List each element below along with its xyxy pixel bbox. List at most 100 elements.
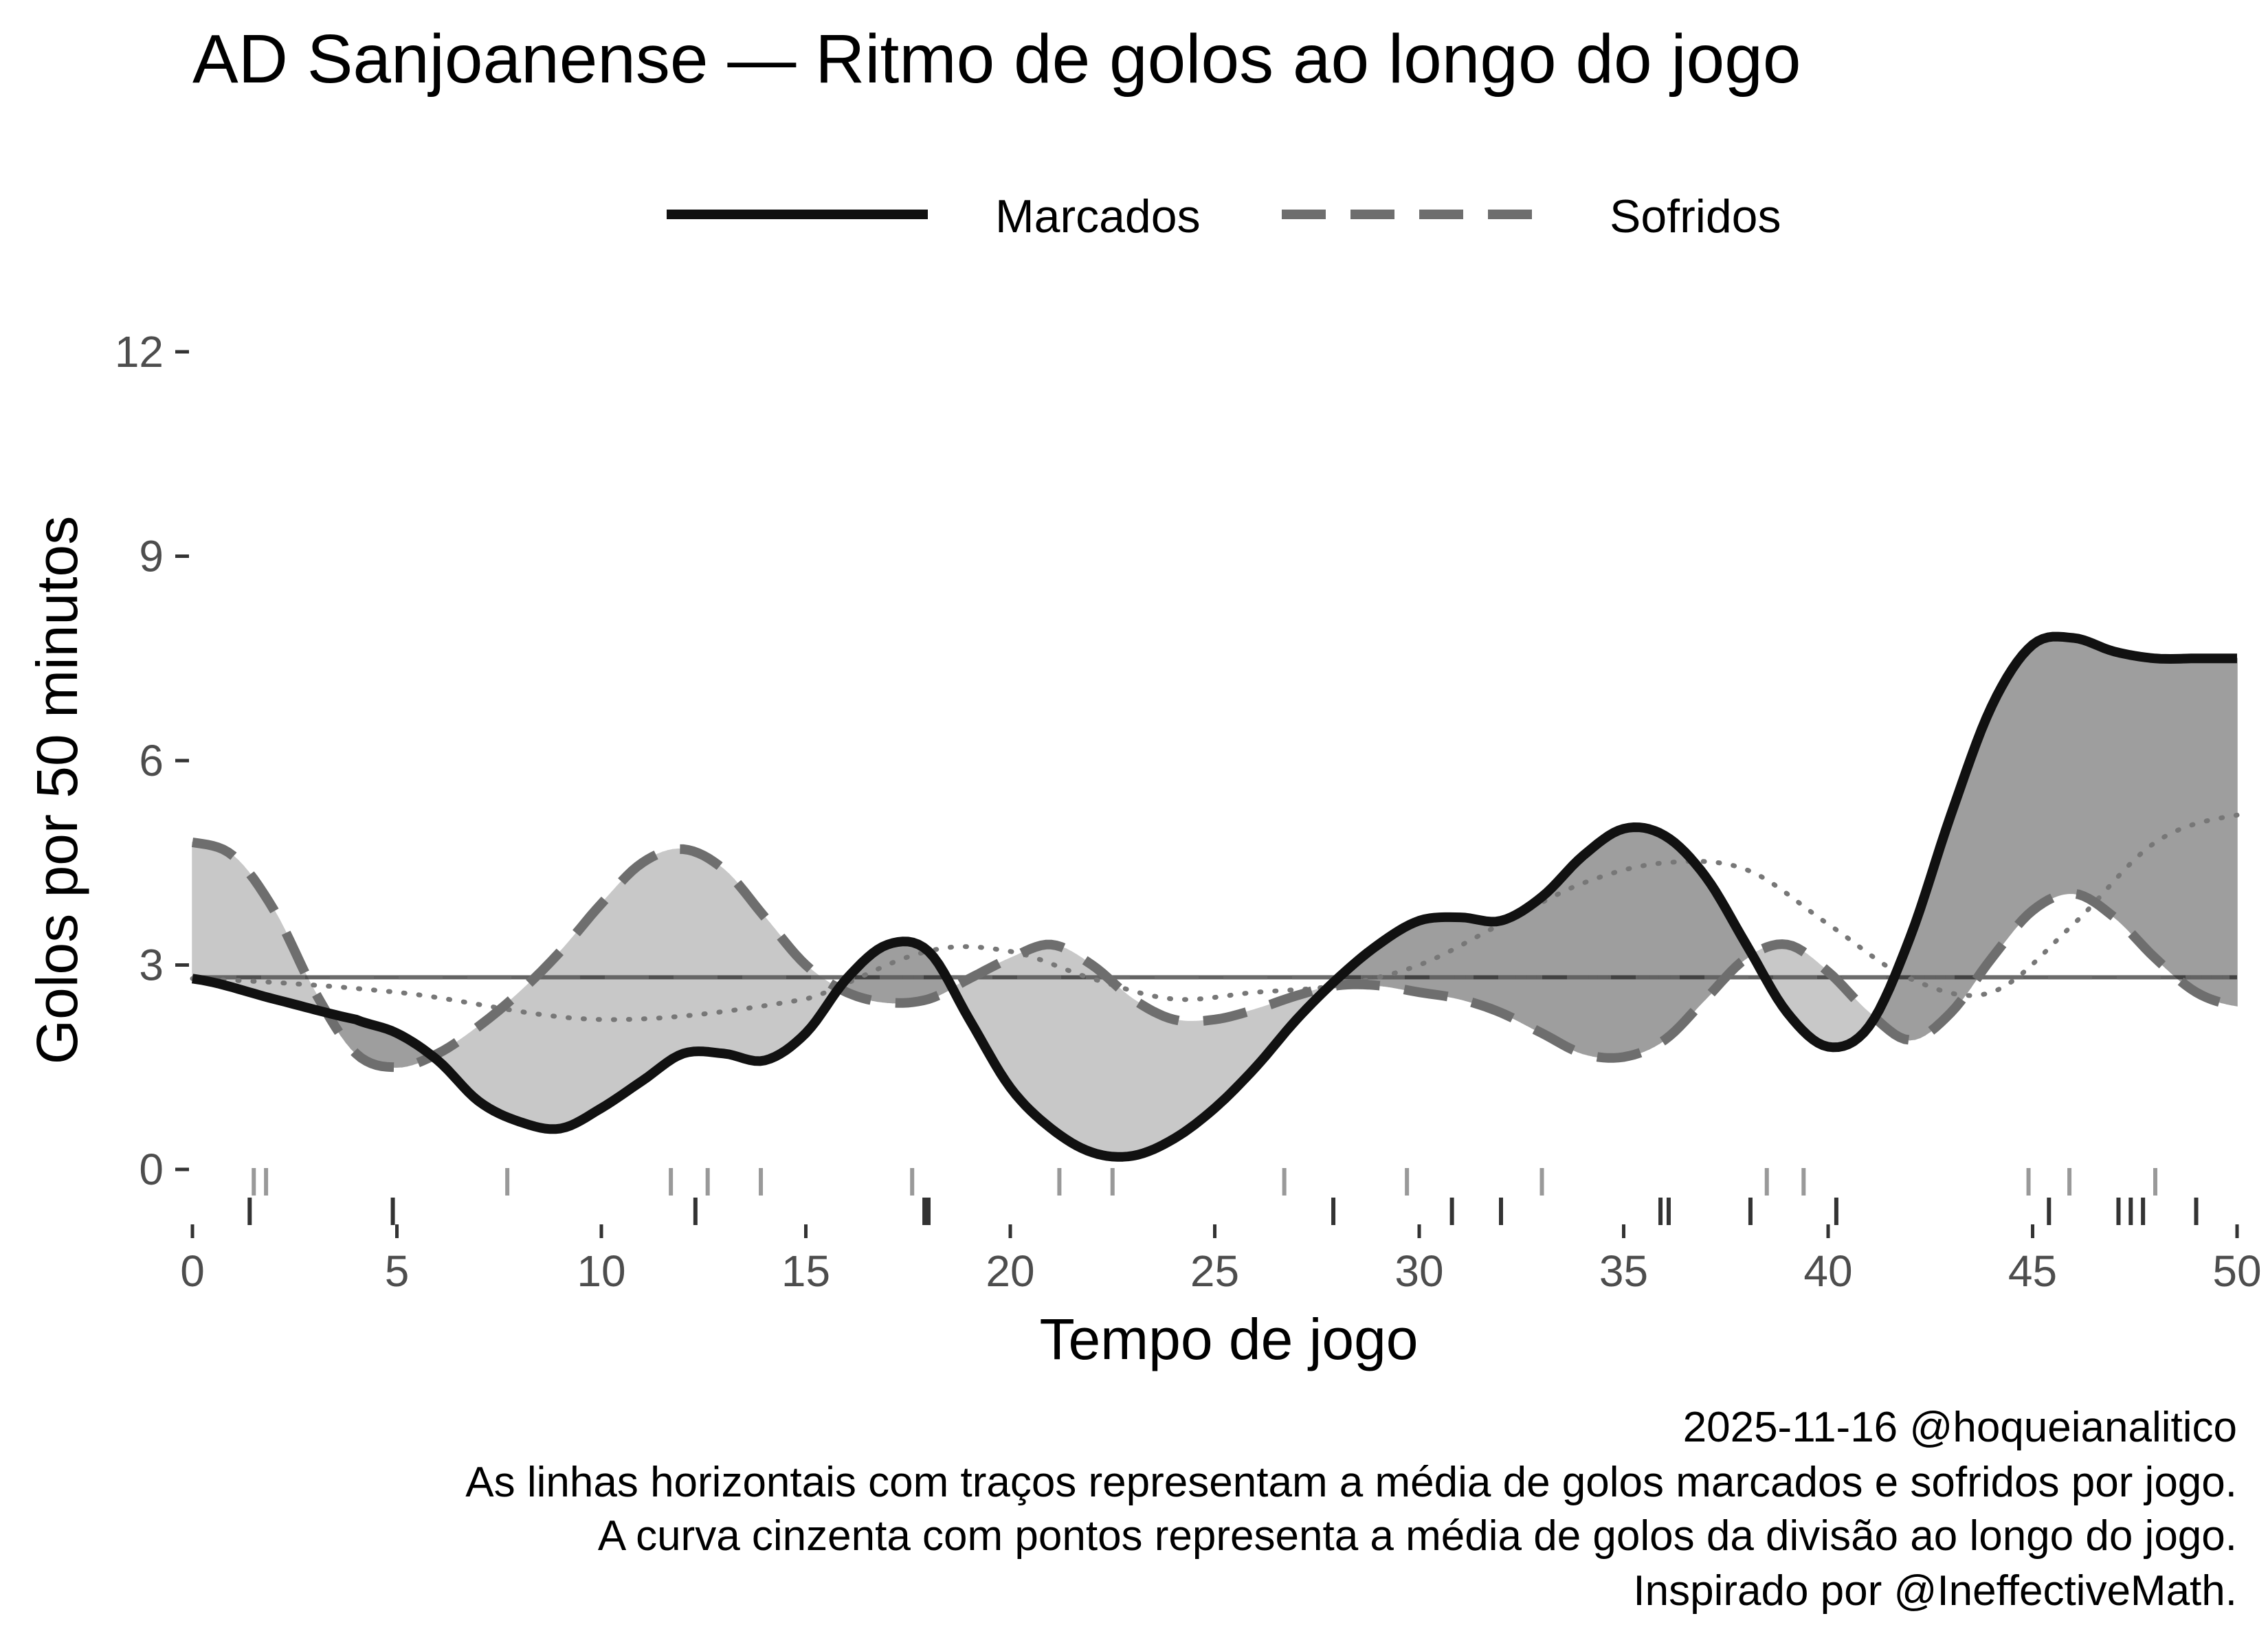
- difference-ribbon: [2221, 658, 2227, 1005]
- difference-ribbon: [2032, 640, 2038, 912]
- difference-ribbon: [2144, 656, 2151, 955]
- difference-ribbon: [2078, 638, 2084, 897]
- difference-ribbon: [524, 981, 531, 1126]
- difference-ribbon: [1050, 943, 1057, 1134]
- difference-ribbon: [759, 910, 766, 1062]
- difference-ribbon: [2231, 658, 2238, 1007]
- difference-ribbon: [682, 849, 689, 1055]
- difference-ribbon: [1643, 827, 1650, 1053]
- difference-ribbon: [1500, 918, 1507, 1016]
- x-tick-label: 35: [1599, 1246, 1648, 1296]
- difference-ribbon: [2134, 655, 2141, 944]
- difference-ribbon: [1117, 985, 1124, 1158]
- difference-ribbon: [1628, 827, 1635, 1057]
- difference-ribbon: [519, 986, 526, 1125]
- difference-ribbon: [1638, 827, 1645, 1054]
- difference-ribbon: [1137, 1001, 1144, 1156]
- difference-ribbon: [1429, 917, 1436, 996]
- difference-ribbon: [1030, 946, 1036, 1117]
- difference-ribbon: [605, 890, 612, 1106]
- difference-ribbon: [232, 855, 239, 990]
- difference-ribbon: [1419, 918, 1425, 994]
- difference-ribbon: [212, 844, 219, 985]
- difference-ribbon: [2155, 658, 2161, 965]
- difference-ribbon: [1157, 1013, 1164, 1148]
- y-tick-label: 12: [115, 327, 164, 377]
- difference-ribbon: [2195, 658, 2202, 996]
- difference-ribbon: [677, 848, 684, 1057]
- difference-ribbon: [1122, 990, 1129, 1158]
- marcados-line: [191, 631, 2237, 1162]
- difference-ribbon: [2180, 658, 2187, 987]
- difference-ribbon: [1669, 838, 1676, 1037]
- difference-ribbon: [559, 944, 566, 1130]
- difference-ribbon: [1035, 944, 1042, 1121]
- difference-ribbon: [1551, 881, 1558, 1043]
- legend: Marcados Sofridos: [667, 190, 1781, 243]
- difference-ribbon: [769, 921, 776, 1060]
- difference-ribbon: [202, 843, 209, 982]
- difference-ribbon: [1454, 917, 1461, 1000]
- x-tick-label: 30: [1394, 1246, 1443, 1296]
- difference-ribbon: [775, 928, 781, 1058]
- difference-ribbon: [1086, 961, 1093, 1154]
- difference-ribbon: [1403, 924, 1410, 991]
- difference-ribbon: [1664, 834, 1671, 1042]
- difference-ribbon: [2073, 637, 2080, 895]
- difference-ribbon: [509, 996, 515, 1121]
- difference-ribbon: [790, 947, 797, 1048]
- difference-ribbon: [1991, 695, 1998, 960]
- difference-ribbon: [2083, 639, 2090, 900]
- difference-ribbon: [2170, 658, 2177, 978]
- difference-ribbon: [1444, 917, 1451, 998]
- difference-ribbon: [570, 932, 577, 1127]
- difference-ribbon: [1557, 875, 1563, 1046]
- y-tick-label: 9: [139, 532, 164, 581]
- difference-ribbon: [794, 953, 801, 1044]
- difference-ribbon: [2047, 636, 2054, 901]
- difference-ribbon: [1107, 976, 1113, 1158]
- difference-ribbon: [1490, 921, 1497, 1011]
- difference-ribbon: [1199, 1020, 1205, 1123]
- difference-ribbon: [2109, 649, 2115, 919]
- difference-ribbon: [1541, 891, 1548, 1037]
- difference-ribbon: [1194, 1020, 1200, 1126]
- difference-ribbon: [585, 914, 592, 1119]
- difference-ribbon: [1091, 964, 1098, 1155]
- difference-ribbon: [1132, 998, 1139, 1157]
- difference-ribbon: [2165, 658, 2172, 974]
- difference-ribbon: [2016, 653, 2023, 928]
- difference-ribbon: [1515, 910, 1522, 1024]
- difference-ribbon: [1945, 815, 1952, 1020]
- difference-ribbon: [764, 916, 771, 1062]
- caption-line: 2025-11-16 @hoqueianalitico: [1683, 1404, 2237, 1451]
- difference-ribbon: [733, 878, 740, 1058]
- difference-ribbon: [672, 848, 679, 1059]
- difference-ribbon: [1209, 1018, 1216, 1114]
- difference-ribbon: [1561, 869, 1568, 1048]
- difference-ribbon: [2088, 641, 2095, 903]
- difference-ribbon: [1608, 831, 1614, 1059]
- difference-ribbon: [641, 858, 648, 1082]
- difference-ribbon: [2052, 636, 2059, 899]
- difference-ribbon: [1230, 1014, 1236, 1095]
- difference-ribbon: [897, 941, 904, 1004]
- difference-ribbon: [278, 919, 285, 1002]
- difference-ribbon: [907, 941, 914, 1004]
- difference-ribbon: [2103, 647, 2110, 915]
- difference-ribbon: [739, 884, 745, 1059]
- difference-ribbon: [565, 938, 572, 1128]
- difference-ribbon: [1950, 800, 1957, 1014]
- difference-ribbon: [887, 942, 893, 1004]
- difference-ribbon: [652, 853, 658, 1075]
- difference-ribbon: [268, 900, 275, 1000]
- difference-ribbon: [687, 849, 694, 1053]
- x-tick-label: 5: [385, 1246, 410, 1296]
- difference-ribbon: [207, 844, 214, 983]
- difference-ribbon: [222, 848, 229, 987]
- difference-ribbon: [473, 1025, 480, 1103]
- difference-ribbon: [1592, 842, 1599, 1058]
- difference-ribbon: [549, 955, 556, 1130]
- difference-ribbon: [488, 1013, 495, 1112]
- difference-ribbon: [1413, 919, 1420, 994]
